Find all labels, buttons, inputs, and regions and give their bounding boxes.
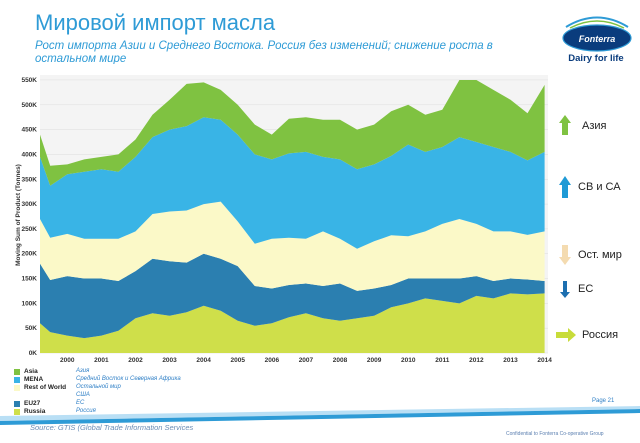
footer-band-dark xyxy=(0,409,640,425)
y-tick-label: 400K xyxy=(21,151,37,158)
arrow-up-icon xyxy=(559,176,571,198)
x-tick-label: 2002 xyxy=(128,357,143,364)
annotation-rest-of-world: Ост. мир xyxy=(578,249,622,261)
legend-label: Russia xyxy=(24,408,46,415)
x-tick-label: 2007 xyxy=(299,357,314,364)
area-series-russia xyxy=(40,293,545,353)
legend-item-asia: Asia Азия xyxy=(14,368,214,376)
area-series-eu27 xyxy=(40,253,545,339)
legend-label: MENA xyxy=(24,376,44,383)
legend-swatch xyxy=(14,369,20,375)
logo-tagline: Dairy for life xyxy=(568,53,624,64)
arrow-down-icon xyxy=(559,245,571,265)
footer-band xyxy=(0,406,640,421)
legend-swatch xyxy=(14,377,20,383)
x-tick-label: 2000 xyxy=(60,357,75,364)
legend-label: EU27 xyxy=(24,400,41,407)
annotation-russia: Россия xyxy=(582,329,619,341)
arrow-down-icon xyxy=(560,281,570,298)
legend-label: Rest of World xyxy=(24,384,67,391)
x-tick-label: 2009 xyxy=(367,357,382,364)
y-tick-label: 50K xyxy=(25,325,37,332)
y-tick-label: 450K xyxy=(21,127,37,134)
legend-translation: Остальной мир xyxy=(76,384,121,390)
legend-item-eu27: EU27 ЕС xyxy=(14,400,214,408)
legend-swatch xyxy=(14,409,20,415)
y-tick-label: 200K xyxy=(21,251,37,258)
slide-subtitle: Рост импорта Азии и Среднего Востока. Ро… xyxy=(35,40,493,64)
legend-translation: США xyxy=(76,392,90,398)
y-tick-label: 500K xyxy=(21,102,37,109)
y-tick-label: 550K xyxy=(21,77,37,84)
arrow-right-icon xyxy=(556,328,576,342)
x-tick-label: 2004 xyxy=(196,357,211,364)
area-series-asia xyxy=(40,80,545,186)
arrow-up-icon xyxy=(559,115,571,135)
x-tick-label: 2013 xyxy=(503,357,518,364)
annotation-eu: ЕС xyxy=(578,283,594,295)
legend-item-russia: Russia Россия xyxy=(14,408,214,416)
x-tick-label: 2014 xyxy=(537,357,552,364)
x-tick-label: 2012 xyxy=(469,357,484,364)
legend-label: Asia xyxy=(24,368,38,375)
x-tick-label: 2005 xyxy=(231,357,246,364)
area-series-rest-of-world xyxy=(40,201,545,291)
legend-translation: Средний Восток и Северная Африка xyxy=(76,376,181,382)
y-tick-label: 350K xyxy=(21,176,37,183)
legend-translation: Россия xyxy=(76,408,96,414)
x-tick-label: 2011 xyxy=(435,357,449,364)
y-tick-label: 100K xyxy=(21,300,37,307)
y-tick-label: 0K xyxy=(29,350,38,357)
legend-translation: Азия xyxy=(76,368,90,374)
page-number: Page 21 xyxy=(592,398,615,404)
y-tick-label: 300K xyxy=(21,201,37,208)
annotation-mena: СВ и СА xyxy=(578,181,621,193)
area-series-mena xyxy=(40,117,545,249)
legend-swatch xyxy=(14,401,20,407)
legend-item-rest-of-world: Rest of World Остальной мир xyxy=(14,384,214,392)
source-note: Source: GTIS (Global Trade Information S… xyxy=(30,423,194,432)
logo-emblem-icon xyxy=(562,16,632,52)
annotation-asia: Азия xyxy=(582,120,607,132)
legend-translation: ЕС xyxy=(76,400,85,406)
x-tick-label: 2006 xyxy=(265,357,280,364)
logo-wordmark: Fonterra xyxy=(578,34,616,44)
x-tick-label: 2003 xyxy=(162,357,177,364)
legend-item-mena: MENA Средний Восток и Северная Африка xyxy=(14,376,214,384)
x-tick-label: 2008 xyxy=(333,357,348,364)
fonterra-logo: Fonterra Dairy for life xyxy=(556,8,636,68)
legend-swatch xyxy=(14,385,20,391)
legend-item-usa-translation: США xyxy=(14,392,214,400)
confidential-note: Confidential to Fonterra Co-operative Gr… xyxy=(506,431,604,437)
y-tick-label: 150K xyxy=(21,276,37,283)
y-axis-label: Moving Sum of Product (Tonnes) xyxy=(15,164,22,266)
y-tick-label: 250K xyxy=(21,226,37,233)
slide-title: Мировой импорт масла xyxy=(35,10,276,35)
x-tick-label: 2001 xyxy=(94,357,109,364)
x-tick-label: 2010 xyxy=(401,357,416,364)
